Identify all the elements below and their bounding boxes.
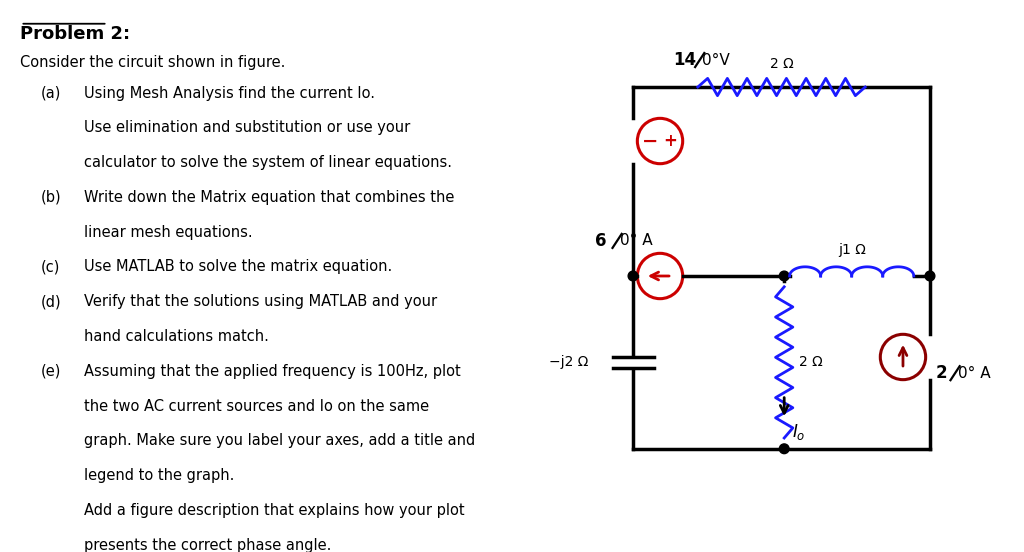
Text: hand calculations match.: hand calculations match.: [84, 329, 269, 344]
Text: (e): (e): [41, 364, 61, 379]
Text: Write down the Matrix equation that combines the: Write down the Matrix equation that comb…: [84, 190, 455, 205]
Text: 14: 14: [674, 51, 696, 69]
Text: j1 Ω: j1 Ω: [838, 243, 865, 257]
Text: 6: 6: [595, 232, 607, 250]
Text: Verify that the solutions using MATLAB and your: Verify that the solutions using MATLAB a…: [84, 294, 437, 309]
Text: −j2 Ω: −j2 Ω: [549, 355, 589, 369]
Text: Add a figure description that explains how your plot: Add a figure description that explains h…: [84, 503, 465, 518]
Text: Assuming that the applied frequency is 100Hz, plot: Assuming that the applied frequency is 1…: [84, 364, 461, 379]
Text: legend to the graph.: legend to the graph.: [84, 468, 234, 483]
Text: 2 Ω: 2 Ω: [770, 57, 794, 71]
Text: Problem 2:: Problem 2:: [20, 25, 131, 43]
Text: 0° A: 0° A: [620, 233, 652, 248]
Text: Using Mesh Analysis find the current Io.: Using Mesh Analysis find the current Io.: [84, 86, 376, 100]
Text: −: −: [642, 131, 658, 151]
Text: Use elimination and substitution or use your: Use elimination and substitution or use …: [84, 120, 411, 135]
Text: Use MATLAB to solve the matrix equation.: Use MATLAB to solve the matrix equation.: [84, 259, 393, 274]
Text: 2: 2: [935, 364, 947, 382]
Text: presents the correct phase angle.: presents the correct phase angle.: [84, 538, 332, 552]
Circle shape: [779, 444, 790, 454]
Circle shape: [925, 271, 935, 281]
Text: 0°V: 0°V: [702, 52, 730, 67]
Text: $I_o$: $I_o$: [793, 422, 806, 442]
Text: 2 Ω: 2 Ω: [800, 355, 823, 369]
Text: Consider the circuit shown in figure.: Consider the circuit shown in figure.: [20, 55, 286, 70]
Text: (c): (c): [41, 259, 60, 274]
Text: (a): (a): [41, 86, 61, 100]
Text: calculator to solve the system of linear equations.: calculator to solve the system of linear…: [84, 155, 453, 170]
Text: graph. Make sure you label your axes, add a title and: graph. Make sure you label your axes, ad…: [84, 433, 476, 448]
Text: the two AC current sources and Io on the same: the two AC current sources and Io on the…: [84, 399, 430, 413]
Circle shape: [779, 271, 790, 281]
Text: linear mesh equations.: linear mesh equations.: [84, 225, 253, 240]
Text: 0° A: 0° A: [957, 365, 990, 381]
Text: (d): (d): [41, 294, 61, 309]
Text: +: +: [663, 132, 677, 150]
Text: (b): (b): [41, 190, 61, 205]
Circle shape: [628, 271, 638, 281]
